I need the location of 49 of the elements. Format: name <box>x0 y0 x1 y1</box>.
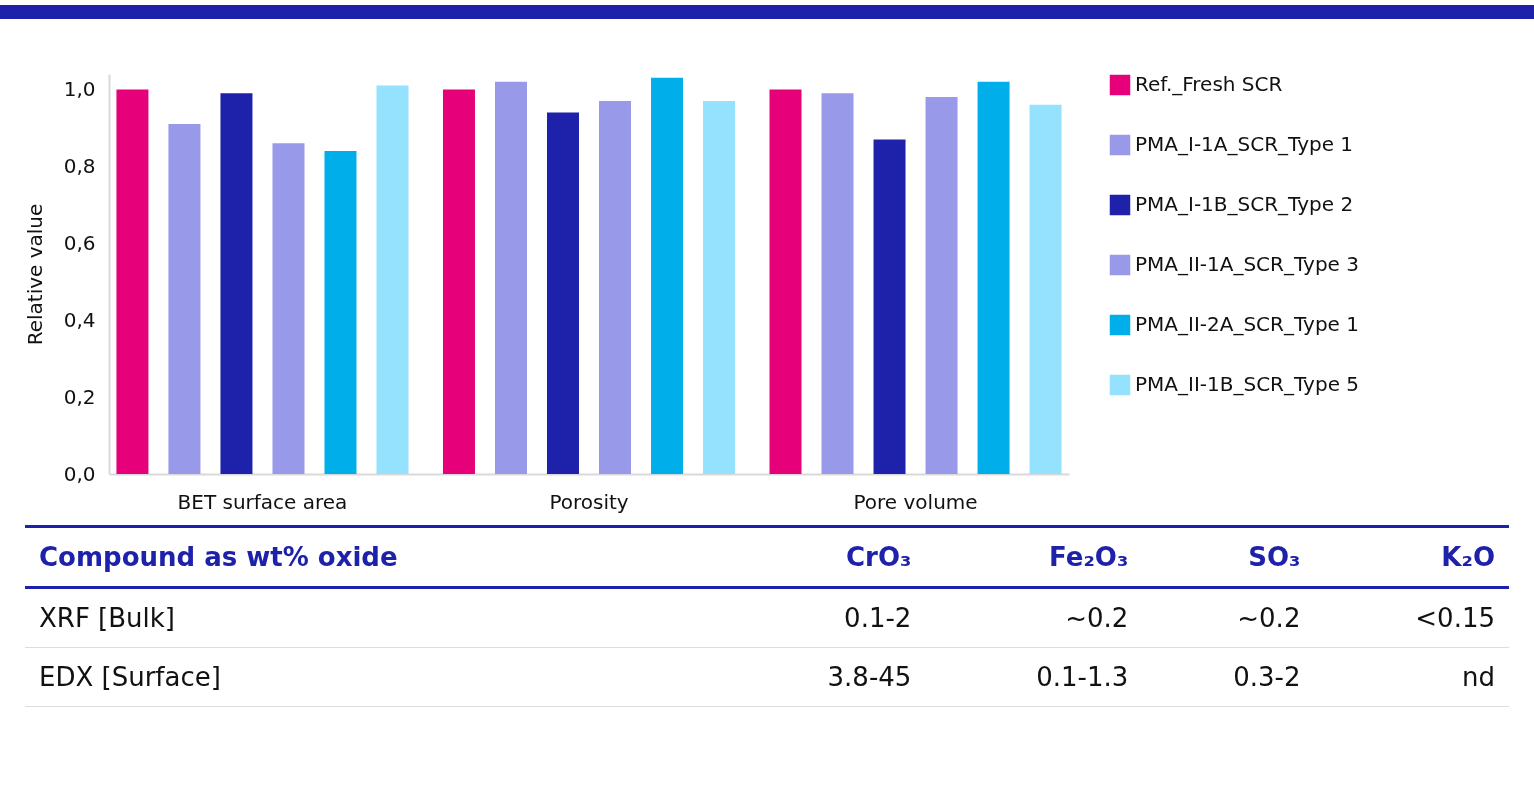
legend-label: PMA_II-1A_SCR_Type 3 <box>1135 252 1359 276</box>
bar <box>220 93 253 474</box>
bar <box>324 150 357 474</box>
bar <box>494 81 527 474</box>
bar <box>703 100 736 474</box>
bar <box>925 97 958 474</box>
legend-label: PMA_I-1A_SCR_Type 1 <box>1135 132 1354 156</box>
text: 0.1-2 <box>723 587 926 648</box>
text: ~0.2 <box>1142 587 1315 648</box>
x-tick-label: BET surface area <box>177 489 348 514</box>
bar <box>873 139 906 474</box>
text: Compound as wt% oxide <box>25 526 724 588</box>
text: CrO₃ <box>723 526 926 588</box>
y-tick-label: 1,0 <box>63 76 96 101</box>
bar <box>1029 104 1062 474</box>
text: EDX [Surface] <box>25 647 724 707</box>
text: SO₃ <box>1142 526 1315 588</box>
legend-label: PMA_I-1B_SCR_Type 2 <box>1135 192 1354 216</box>
bar <box>168 124 201 474</box>
text: K₂O <box>1314 526 1509 588</box>
y-axis-title: Relative value <box>22 203 47 346</box>
text: nd <box>1314 647 1509 707</box>
y-tick-label: 0,6 <box>63 230 96 255</box>
y-tick-label: 0,4 <box>63 307 96 332</box>
legend-label: PMA_II-1B_SCR_Type 5 <box>1135 372 1360 396</box>
text: 3.8-45 <box>723 647 926 707</box>
bar <box>546 112 579 474</box>
text: Fe₂O₃ <box>925 526 1143 588</box>
text: 0.1-1.3 <box>925 647 1143 707</box>
x-tick-label: Porosity <box>549 489 629 514</box>
y-tick-label: 0,8 <box>63 153 96 178</box>
text: ~0.2 <box>925 587 1143 648</box>
bar <box>116 89 149 474</box>
text: <0.15 <box>1314 587 1509 648</box>
legend-label: Ref._Fresh SCR <box>1135 72 1283 96</box>
x-tick-label: Pore volume <box>853 489 978 514</box>
y-tick-label: 0,2 <box>63 384 96 409</box>
bar <box>442 89 475 474</box>
legend-label: PMA_II-2A_SCR_Type 1 <box>1135 312 1359 336</box>
bar <box>769 89 802 474</box>
text: XRF [Bulk] <box>25 587 724 648</box>
bar <box>376 85 409 474</box>
bar <box>977 81 1010 474</box>
bar <box>272 143 305 474</box>
bar <box>651 77 684 474</box>
y-tick-label: 0,0 <box>63 461 96 486</box>
bar <box>821 93 854 474</box>
bar <box>599 100 632 474</box>
text: 0.3-2 <box>1142 647 1315 707</box>
